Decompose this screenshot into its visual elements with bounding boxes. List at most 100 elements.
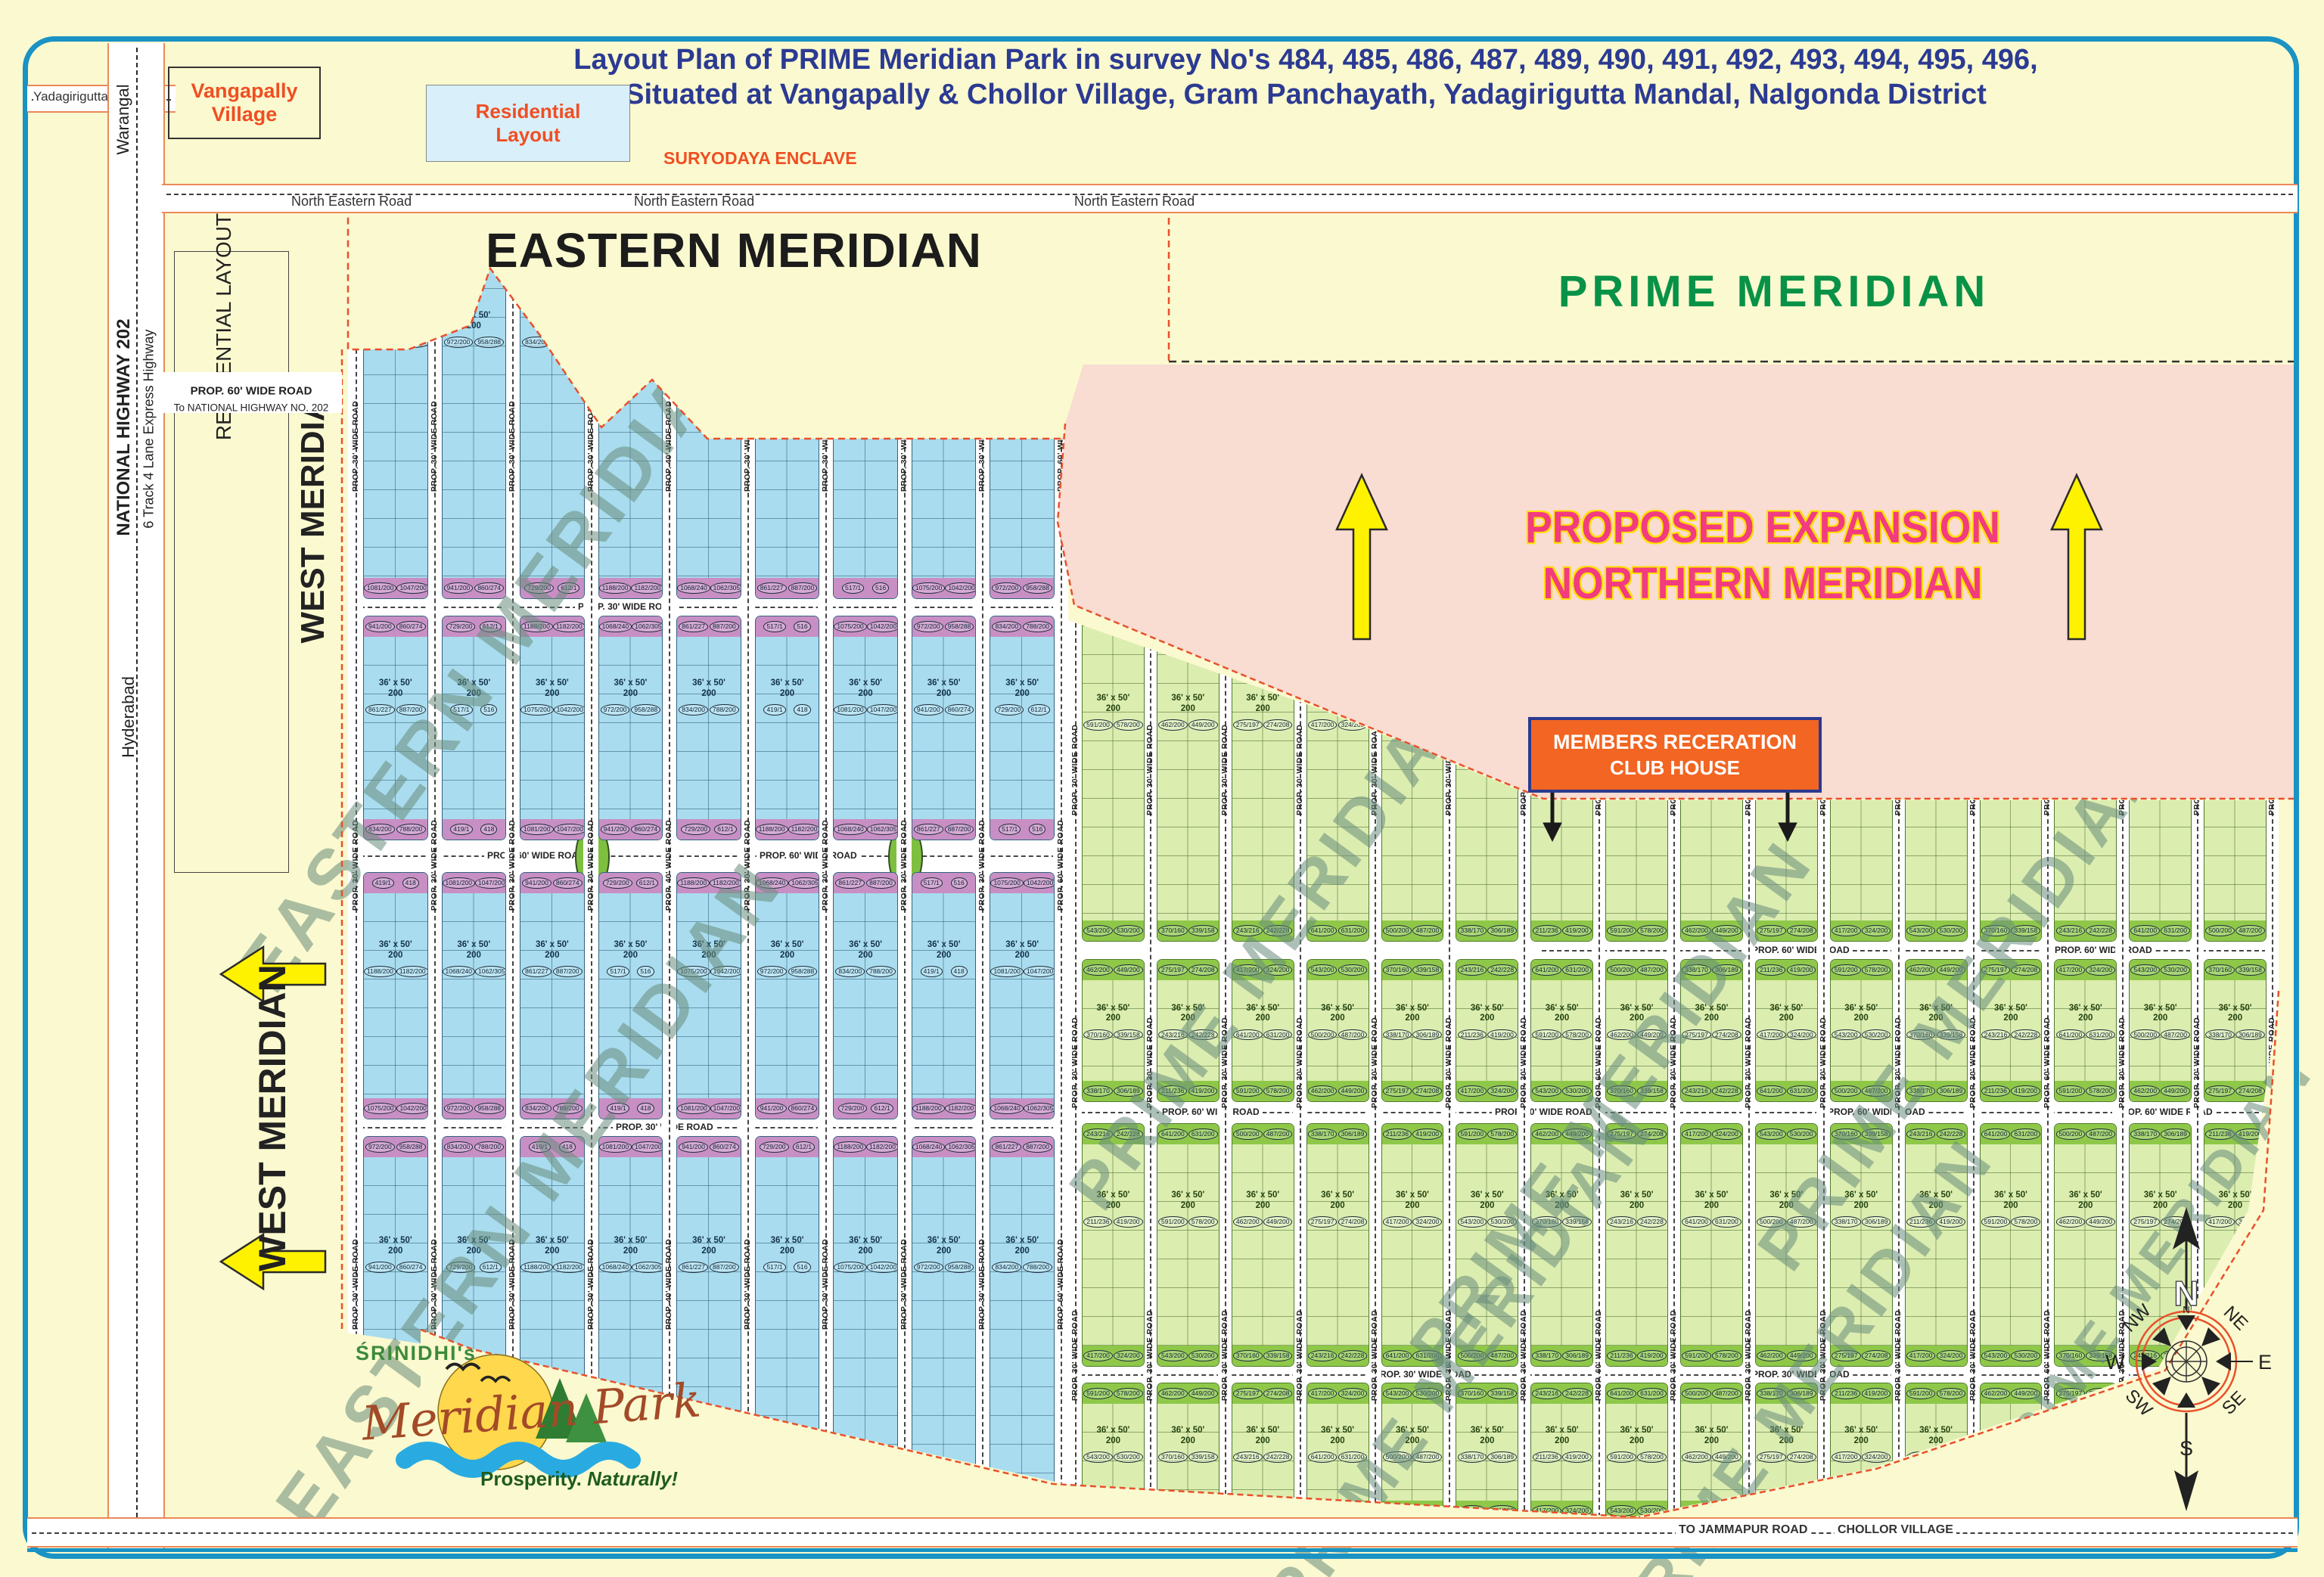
plot-number-oval: 242/228 [2086, 925, 2116, 936]
plot-number-row: 729/200 612/1 [834, 337, 897, 348]
road-centerline [982, 213, 984, 1485]
plot-dimension-label: 36' x 50' 200 [1831, 1004, 1892, 1025]
plot-number-oval: 338/170 [1083, 1085, 1113, 1097]
plot-block: 641/200 631/200 36' x 50' 200 591/200 578/200… [1082, 620, 1145, 942]
plot-dimension-area: 200 [623, 951, 638, 961]
plot-block: 462/200 449/200 36' x 50' 200 370/160 339/158… [1456, 620, 1519, 942]
corner-plot-band: 462/200 449/200 [1980, 1383, 2042, 1404]
road-label: PROP. 30' WIDE ROAD [2267, 1310, 2276, 1402]
plot-block-body: 36' x 50' 200 729/200 612/1 [990, 637, 1054, 819]
page-title-line2: Situated at Vangapally & Chollor Village… [625, 79, 1987, 110]
plot-dimension-label: 36' x 50' 200 [912, 678, 976, 700]
plot-number-oval: 338/170 [1307, 1128, 1338, 1140]
plot-number-oval: 530/200 [2235, 1388, 2265, 1399]
plot-dimension-area: 200 [1330, 1436, 1345, 1446]
plot-number-oval: 578/200 [1637, 1451, 1667, 1463]
corner-plot-band: 338/170 306/189 [1755, 1383, 1817, 1404]
plot-dimension-area: 200 [937, 951, 952, 961]
plot-number-oval: 1075/200 [834, 1262, 867, 1273]
plot-number-oval: 591/200 [1607, 1451, 1636, 1463]
bottom-teal-line [27, 1548, 2298, 1552]
plot-dimension-area: 200 [1555, 704, 1570, 714]
vertical-road: PROP. 30' WIDE ROAD PROP. 30' WIDE ROAD PR… [1517, 620, 1531, 1517]
plot-block: 419/1 418 36' x 50' 200 1188/200 1182/200 1075… [363, 872, 428, 1119]
plot-dimension-area: 200 [545, 951, 560, 961]
road-label: PROP. 30' WIDE ROAD [2117, 1310, 2127, 1402]
plot-number-oval: 500/200 [1607, 964, 1636, 976]
plot-number-oval: 274/208 [1263, 1388, 1293, 1399]
plot-dimension-label: 36' x 50' 200 [1981, 1004, 2042, 1025]
plot-dimension-size: 36' x 50' [1096, 1426, 1130, 1436]
plot-dimension-size: 36' x 50' [1994, 1191, 2027, 1200]
plot-number-oval: 417/200 [1307, 1388, 1338, 1399]
vertical-road: PROP. 30' WIDE ROAD PROP. 30' WIDE ROAD PR… [739, 210, 755, 1485]
plot-number-oval: 370/160 [1757, 620, 1786, 622]
plot-number-oval: 419/200 [2086, 1505, 2115, 1516]
plot-number-oval: 958/288 [1023, 582, 1052, 594]
corner-plot-band: 591/200 578/200 [1830, 960, 1892, 980]
plot-number-oval: 306/189 [1487, 925, 1518, 936]
plot-block: 462/200 449/200 36' x 50' 200 370/160 339/158… [1530, 1123, 1594, 1367]
corner-plot-band: 1075/200 1042/200 [912, 578, 976, 598]
plot-number-row: 1068/240 1062/305 [990, 337, 1054, 348]
road-label: PROP. 30' WIDE ROAD [1219, 1310, 1229, 1402]
plot-dimension-size: 36' x 50' [1919, 694, 1953, 703]
corner-plot-band: 419/1 418 [598, 1098, 663, 1119]
plot-block: 861/227 887/200 36' x 50' 200 834/200 788/200… [990, 1136, 1055, 1485]
plot-dimension-area: 200 [1105, 704, 1121, 714]
corner-plot-band: 1068/240 1062/305 [912, 1137, 976, 1157]
plot-dimension-size: 36' x 50' [1246, 694, 1280, 703]
plot-block: 1081/200 1047/200 36' x 50' 200 1068/240 1062… [441, 872, 507, 1119]
plot-number-row: 591/200 578/200 [1906, 719, 1967, 731]
corner-plot-band: 861/227 887/200 [677, 616, 741, 637]
plot-block-body: 36' x 50' 200 211/236 419/200 [1456, 980, 1518, 1081]
plot-dimension-area: 200 [937, 321, 952, 331]
plot-number-oval: 211/236 [2055, 1505, 2085, 1516]
corner-plot-band: 517/1 516 [755, 616, 819, 637]
plot-number-oval: 1188/200 [364, 216, 396, 227]
plot-number-oval: 530/200 [2235, 719, 2265, 731]
plot-number-oval: 243/216 [1457, 964, 1487, 976]
plot-number-oval: 339/158 [1113, 1029, 1143, 1041]
plot-number-oval: 887/200 [552, 966, 583, 977]
plot-number-oval: 500/200 [1382, 925, 1412, 936]
plot-dimension-size: 36' x 50' [614, 1236, 648, 1246]
plot-number-oval: 631/200 [1711, 1216, 1741, 1228]
plot-number-row: 1068/240 1062/305 [598, 1262, 663, 1273]
plot-number-oval: 274/208 [1412, 1085, 1443, 1097]
plot-number-row: 211/236 419/200 [1456, 1029, 1518, 1041]
plot-number-oval: 339/158 [2086, 1350, 2116, 1361]
plot-number-oval: 487/200 [1188, 620, 1218, 622]
corner-plot-band: 1188/200 1182/200 [520, 616, 584, 637]
plot-number-oval: 591/200 [2205, 620, 2235, 622]
plot-number-oval: 543/200 [1906, 925, 1936, 936]
plot-dimension-label: 36' x 50' 200 [990, 1236, 1054, 1257]
plot-number-oval: 1068/240 [677, 582, 710, 594]
plot-number-oval: 641/200 [1083, 620, 1113, 622]
plot-number-oval: 419/1 [763, 1505, 785, 1516]
road-centerline [32, 1532, 2293, 1534]
corner-plot-band: 1075/200 1042/200 [990, 873, 1054, 893]
plot-number-oval: 339/158 [1861, 1128, 1891, 1140]
corner-plot-band: 211/236 419/200 [1606, 1346, 1667, 1366]
plot-block: 1081/200 1047/200 36' x 50' 200 1068/240 1062… [990, 210, 1055, 599]
plot-number-oval: 242/228 [1338, 1350, 1368, 1361]
plot-number-oval: 211/236 [1532, 925, 1561, 936]
corner-plot-band: 338/170 306/189 [1306, 1124, 1369, 1144]
plot-number-oval: 275/197 [1532, 620, 1562, 622]
plot-number-oval: 941/200 [914, 1505, 943, 1516]
corner-plot-band: 211/236 419/200 [1306, 620, 1369, 626]
plot-number-oval: 449/200 [1786, 1350, 1816, 1361]
plot-dimension-size: 36' x 50' [1005, 678, 1039, 688]
plot-number-row: 517/1 516 [756, 1262, 819, 1273]
vertical-road: PROP. 30' WIDE ROAD PROP. 30' WIDE ROAD PR… [1068, 620, 1082, 1517]
corner-plot-band: 591/200 578/200 [1681, 1346, 1742, 1366]
plot-dimension-label: 36' x 50' 200 [443, 940, 506, 961]
corner-plot-band: 243/216 242/228 [1905, 1124, 1967, 1144]
plot-block-body: 36' x 50' 200 1081/200 1047/200 [990, 893, 1054, 1098]
plot-block-body: 36' x 50' 200 972/200 958/288 [442, 231, 506, 578]
plot-dimension-label: 36' x 50' 200 [1157, 694, 1219, 715]
plot-number-oval: 449/200 [1338, 1085, 1368, 1097]
plot-dimension-label: 36' x 50' 200 [834, 940, 897, 961]
